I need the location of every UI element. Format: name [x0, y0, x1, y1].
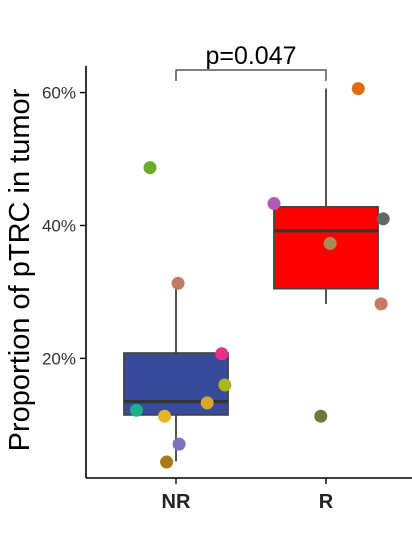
data-point [172, 437, 186, 451]
data-point [218, 378, 232, 392]
axes-group [85, 66, 412, 479]
data-point [158, 409, 172, 423]
significance-annotation: p=0.047 [175, 42, 327, 81]
data-point [215, 347, 229, 361]
data-point [171, 276, 185, 290]
y-ticks-group: 20% 40% 60% [42, 84, 86, 368]
x-tick-label: NR [162, 491, 191, 513]
significance-bracket [175, 69, 327, 81]
data-point [267, 197, 281, 211]
box-nr [123, 283, 229, 462]
y-tick-label: 20% [42, 349, 76, 368]
data-point [351, 82, 365, 96]
points-group [129, 82, 390, 469]
data-point [143, 161, 157, 175]
y-tick-label: 60% [42, 84, 76, 103]
data-point [160, 455, 174, 469]
data-point [129, 403, 143, 417]
data-point [200, 396, 214, 410]
data-point [314, 409, 328, 423]
p-value-label: p=0.047 [205, 42, 296, 70]
y-tick-label: 40% [42, 216, 76, 235]
x-ticks-group: NR R [162, 478, 334, 513]
data-point [374, 297, 388, 311]
data-point [376, 212, 390, 226]
x-tick-label: R [319, 491, 334, 513]
boxes-group [123, 88, 379, 462]
y-axis-title: Proportion of pTRC in tumor [4, 88, 36, 451]
data-point [323, 236, 337, 250]
box-r [273, 88, 379, 304]
